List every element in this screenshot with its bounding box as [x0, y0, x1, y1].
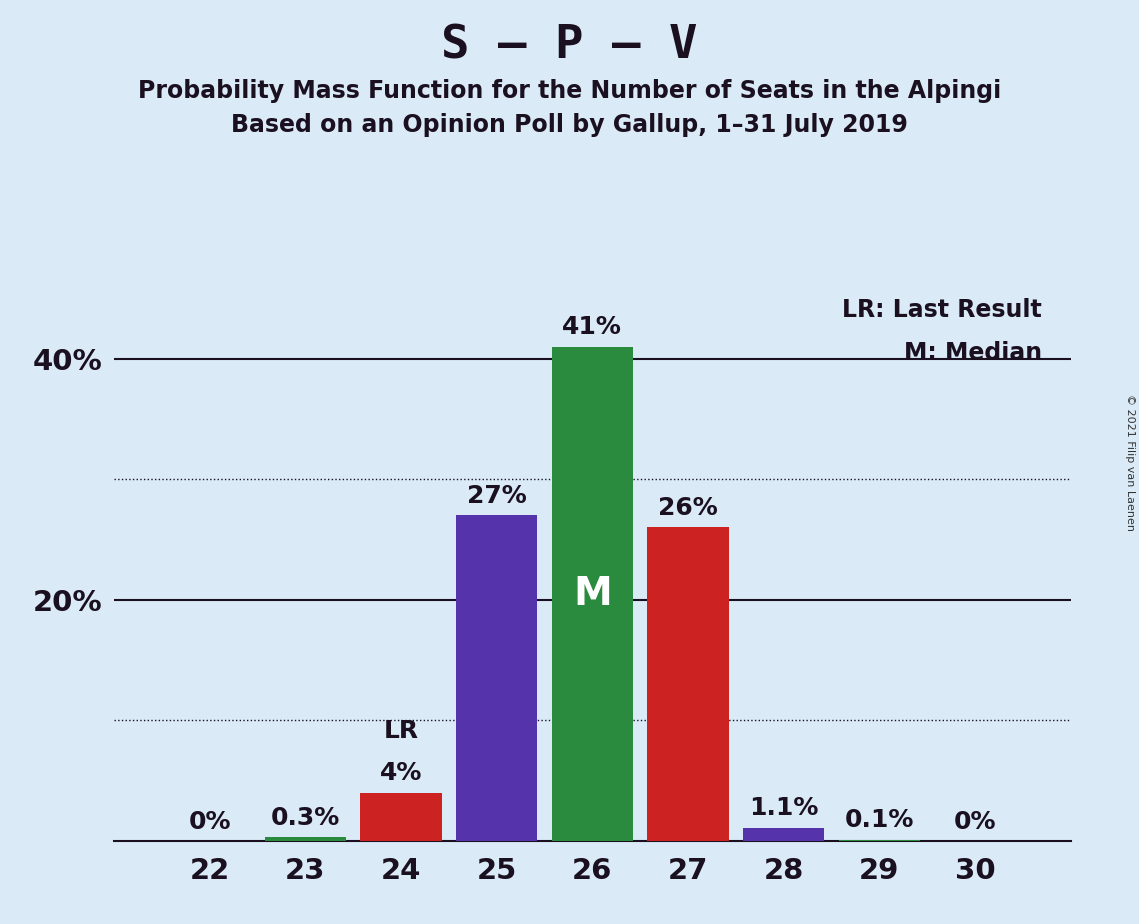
Text: 27%: 27% — [467, 484, 526, 508]
Text: © 2021 Filip van Laenen: © 2021 Filip van Laenen — [1125, 394, 1134, 530]
Bar — [838, 840, 920, 841]
Text: S – P – V: S – P – V — [441, 23, 698, 68]
Text: 0%: 0% — [188, 809, 231, 833]
Bar — [264, 837, 346, 841]
Text: M: M — [573, 575, 612, 613]
Text: 0%: 0% — [953, 809, 997, 833]
Bar — [743, 828, 825, 841]
Text: 26%: 26% — [658, 496, 718, 520]
Bar — [551, 346, 633, 841]
Text: M: Median: M: Median — [904, 341, 1042, 365]
Text: 1.1%: 1.1% — [749, 796, 818, 821]
Bar — [456, 516, 538, 841]
Bar — [360, 793, 442, 841]
Text: 0.3%: 0.3% — [271, 806, 339, 830]
Text: 0.1%: 0.1% — [845, 808, 913, 833]
Text: Based on an Opinion Poll by Gallup, 1–31 July 2019: Based on an Opinion Poll by Gallup, 1–31… — [231, 113, 908, 137]
Text: 41%: 41% — [563, 315, 622, 339]
Text: LR: LR — [384, 719, 418, 743]
Text: 4%: 4% — [379, 761, 423, 785]
Text: Probability Mass Function for the Number of Seats in the Alpingi: Probability Mass Function for the Number… — [138, 79, 1001, 103]
Text: LR: Last Result: LR: Last Result — [842, 298, 1042, 322]
Bar — [647, 528, 729, 841]
